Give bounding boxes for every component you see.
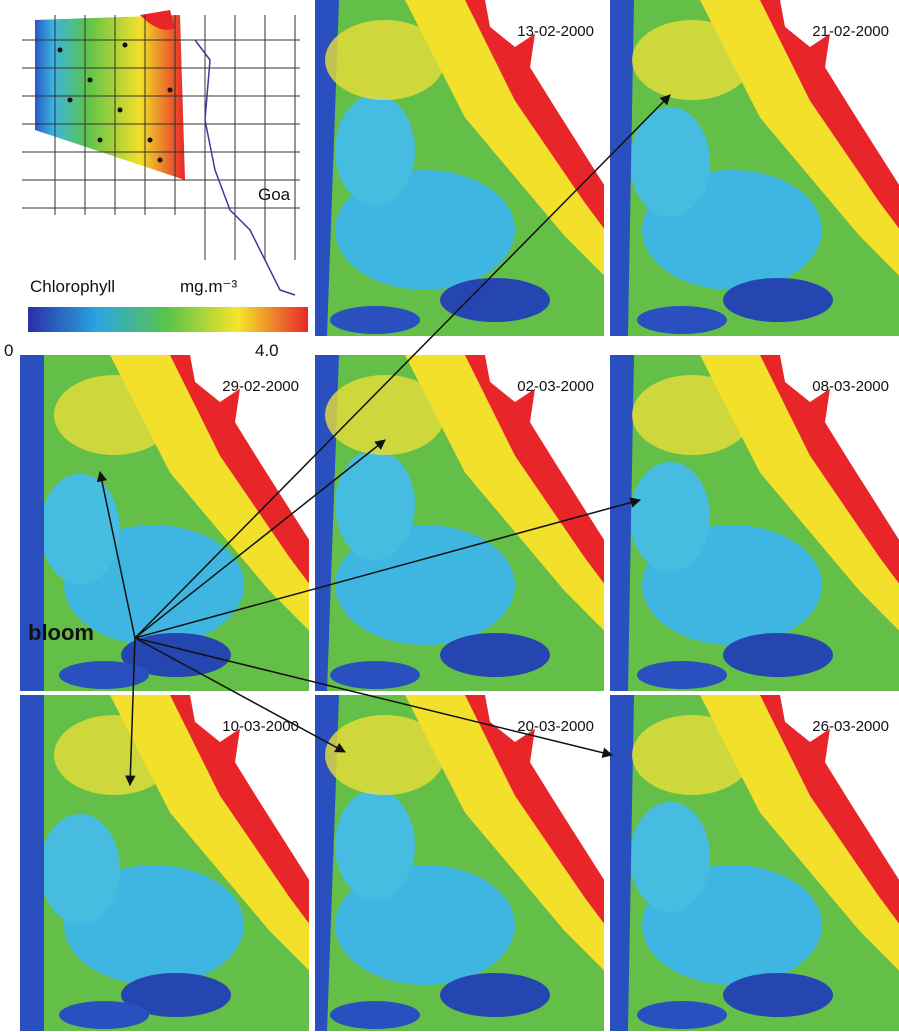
cyan-water xyxy=(630,462,710,572)
map-panel: 21-02-2000 xyxy=(610,0,899,336)
legend-title: Chlorophyll xyxy=(30,277,115,296)
map-panel: 13-02-2000 xyxy=(315,0,604,336)
deep-water xyxy=(637,661,727,689)
cyan-water xyxy=(335,95,415,205)
colorbar xyxy=(28,307,308,332)
deep-water xyxy=(637,306,727,334)
map-panel: 26-03-2000 xyxy=(610,695,899,1031)
map-panel: 08-03-2000 xyxy=(610,355,899,691)
deep-water xyxy=(330,661,420,689)
deep-water xyxy=(330,306,420,334)
panel-date: 26-03-2000 xyxy=(812,718,889,735)
deep-water xyxy=(330,1001,420,1029)
coastline xyxy=(195,40,295,295)
panel-date: 20-03-2000 xyxy=(517,718,594,735)
panel-date: 08-03-2000 xyxy=(812,378,889,395)
legend-unit: mg.m⁻³ xyxy=(180,277,237,296)
colorbar-max: 4.0 xyxy=(255,341,279,360)
map-panel: 20-03-2000 xyxy=(315,695,604,1031)
deep-water xyxy=(637,1001,727,1029)
figure: 13-02-2000 21-02-2000 29-02-2000 02-03-2000… xyxy=(0,0,899,1032)
deep-water xyxy=(723,633,833,677)
offshore-strip xyxy=(20,695,44,1031)
deep-water xyxy=(723,278,833,322)
panel-date: 02-03-2000 xyxy=(517,378,594,395)
map-panel: 02-03-2000 xyxy=(315,355,604,691)
deep-water xyxy=(59,1001,149,1029)
colorbar-min: 0 xyxy=(4,341,13,360)
panel-date: 13-02-2000 xyxy=(517,23,594,40)
map-panel: 10-03-2000 xyxy=(20,695,309,1031)
panel-date: 21-02-2000 xyxy=(812,23,889,40)
place-label: Goa xyxy=(258,185,291,204)
cyan-water xyxy=(40,814,120,924)
deep-water xyxy=(59,661,149,689)
annotation: bloom xyxy=(28,620,94,645)
panel-date: 29-02-2000 xyxy=(222,378,299,395)
deep-water xyxy=(440,973,550,1017)
deep-water xyxy=(723,973,833,1017)
cyan-water xyxy=(630,802,710,912)
deep-water xyxy=(440,278,550,322)
deep-water xyxy=(440,633,550,677)
cyan-water xyxy=(40,474,120,584)
cyan-water xyxy=(335,450,415,560)
index-map: Goa Chlorophyll mg.m⁻³ 0 4.0 xyxy=(4,10,308,360)
cyan-water xyxy=(335,790,415,900)
